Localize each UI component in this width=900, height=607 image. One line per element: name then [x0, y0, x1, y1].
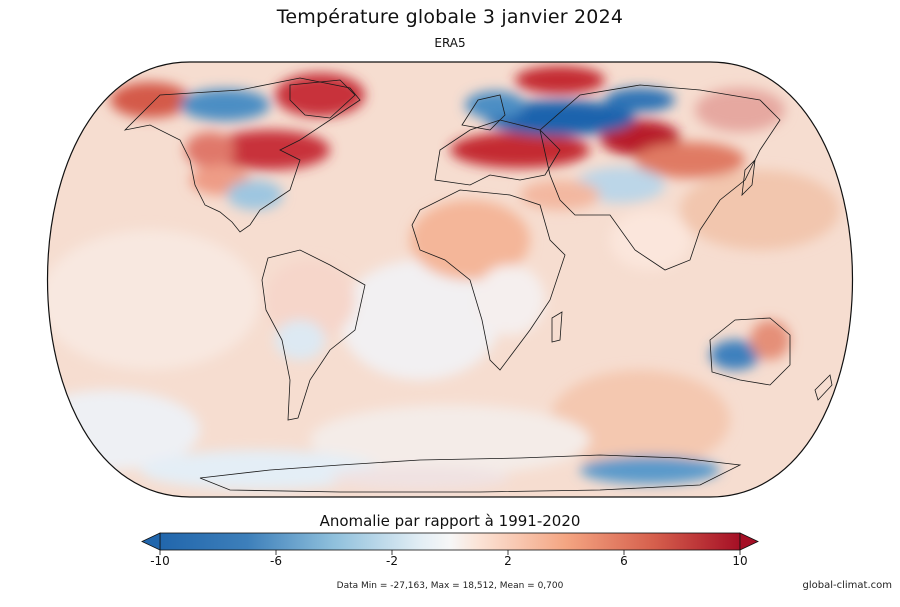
greenland-outline — [289, 79, 356, 119]
africa-outline — [411, 189, 566, 371]
data-stats: Data Min = -27,163, Max = 18,512, Mean =… — [336, 581, 564, 591]
colorbar-tick-label: -10 — [150, 554, 170, 568]
europe-outline — [434, 119, 561, 186]
antarctica-outline — [199, 454, 742, 493]
colorbar-tick-label: -2 — [386, 554, 398, 568]
scandinavia-outline — [461, 94, 506, 131]
madagascar-outline — [551, 311, 563, 343]
colorbar-tick-label: 10 — [732, 554, 748, 568]
colorbar-gradient — [159, 532, 741, 551]
north-america-outline — [123, 77, 361, 233]
new-zealand-outline — [814, 374, 833, 401]
colorbar-tick-label: -6 — [270, 554, 282, 568]
coastlines — [123, 77, 833, 493]
asia-outline — [539, 84, 781, 271]
colorbar-low-arrow — [141, 532, 161, 551]
colorbar-tick-label: 6 — [620, 554, 628, 568]
colorbar-high-arrow — [739, 532, 759, 551]
anomaly-field — [47, 62, 853, 497]
australia-outline — [709, 317, 791, 386]
japan-outline — [741, 158, 756, 197]
colorbar-title: Anomalie par rapport à 1991-2020 — [319, 512, 581, 530]
south-america-outline — [261, 249, 366, 421]
colorbar-ticks — [159, 550, 741, 555]
colorbar — [141, 532, 759, 555]
map-title: Température globale 3 janvier 2024 — [276, 6, 624, 28]
colorbar-tick-label: 2 — [504, 554, 512, 568]
globe-outline — [47, 61, 853, 498]
source-credit: global-climat.com — [802, 580, 893, 591]
map-subtitle: ERA5 — [434, 36, 466, 50]
